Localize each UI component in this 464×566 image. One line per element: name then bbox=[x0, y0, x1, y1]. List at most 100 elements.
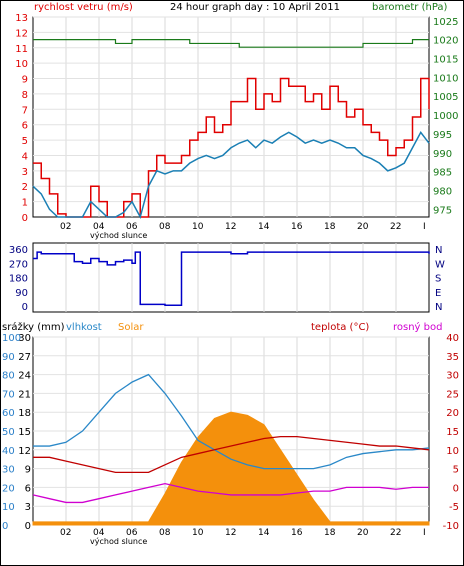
pressure-tick-label: 1005 bbox=[433, 92, 458, 103]
wind-tick-label: 7 bbox=[22, 105, 28, 116]
time-tick-label: 06 bbox=[126, 222, 138, 232]
dew-point-line bbox=[32, 482, 429, 504]
humidity-tick-label: 0 bbox=[2, 521, 8, 532]
time-tick-label: 14 bbox=[258, 528, 270, 538]
time-tick-label: 18 bbox=[324, 528, 336, 538]
humidity-line bbox=[33, 373, 430, 470]
time-tick-label: 14 bbox=[258, 222, 270, 232]
time-tick-label: 22 bbox=[390, 222, 401, 232]
wind-average-line bbox=[32, 131, 430, 220]
wind-time-axis-ticks: 02 04 06 08 10 12 14 16 18 20 22 I bbox=[60, 222, 426, 232]
pressure-tick-label: 1010 bbox=[433, 73, 458, 84]
wind-tick-label: 6 bbox=[22, 121, 28, 132]
wind-direction-line bbox=[33, 251, 430, 306]
compass-label: N bbox=[435, 245, 442, 256]
temperature-label: teplota (°C) bbox=[311, 322, 369, 333]
direction-vertical-gridlines bbox=[65, 243, 397, 312]
time-tick-label: 10 bbox=[192, 528, 204, 538]
humidity-tick-label: 50 bbox=[2, 427, 15, 438]
time-tick-label: 18 bbox=[324, 222, 336, 232]
time-tick-label: I bbox=[423, 222, 426, 232]
direction-tick-label: 180 bbox=[9, 274, 28, 285]
temp-tick-label: 40 bbox=[446, 333, 459, 344]
temp-tick-label: 10 bbox=[446, 446, 459, 457]
rain-tick-label: 3 bbox=[25, 502, 31, 513]
temp-tick-label: 20 bbox=[446, 408, 459, 419]
time-tick-label: 10 bbox=[192, 222, 204, 232]
humidity-tick-label: 20 bbox=[2, 483, 15, 494]
temp-tick-label: 5 bbox=[453, 465, 459, 476]
time-tick-label: 02 bbox=[60, 222, 71, 232]
sunrise-label-bottom: východ slunce bbox=[90, 537, 147, 546]
rain-label: srážky (mm) bbox=[2, 321, 65, 333]
pressure-line bbox=[33, 39, 429, 48]
wind-tick-label: 1 bbox=[22, 198, 28, 209]
pressure-tick-label: 1025 bbox=[433, 17, 458, 28]
temp-time-axis-ticks: 02 04 06 08 10 12 14 16 18 20 22 I bbox=[60, 528, 426, 538]
time-tick-label: 12 bbox=[225, 222, 236, 232]
solar-area bbox=[32, 411, 430, 526]
humidity-axis-ticks: 0 10 20 30 40 50 60 70 80 90 100 bbox=[2, 333, 21, 532]
temp-tick-label: 35 bbox=[446, 352, 459, 363]
time-tick-label: 02 bbox=[60, 528, 71, 538]
wind-gust-line bbox=[33, 77, 430, 218]
graph-title: 24 hour graph day : 10 April 2011 bbox=[170, 2, 340, 13]
humidity-tick-label: 100 bbox=[2, 333, 21, 344]
rain-tick-label: 30 bbox=[18, 333, 31, 344]
temperature-line bbox=[33, 435, 430, 474]
direction-series bbox=[33, 251, 430, 306]
temp-series bbox=[32, 373, 430, 526]
compass-label: N bbox=[435, 302, 442, 313]
rain-tick-label: 27 bbox=[18, 352, 31, 363]
wind-tick-label: 0 bbox=[22, 213, 28, 224]
temp-tick-label: 25 bbox=[446, 389, 459, 400]
temp-tick-label: -5 bbox=[449, 502, 459, 513]
time-tick-label: 04 bbox=[93, 222, 105, 232]
direction-tick-label: 270 bbox=[9, 259, 28, 270]
wind-tick-label: 2 bbox=[22, 182, 28, 193]
wind-tick-label: 12 bbox=[15, 28, 28, 39]
pressure-axis-ticks: 975 980 985 990 995 1000 1005 1010 1015 1020 1025 bbox=[433, 17, 458, 217]
pressure-tick-label: 1020 bbox=[433, 36, 458, 47]
direction-axis-ticks: 0 90 180 270 360 bbox=[9, 245, 28, 313]
time-tick-label: I bbox=[423, 528, 426, 538]
sunrise-label-top: východ slunce bbox=[90, 231, 147, 240]
direction-tick-label: 90 bbox=[15, 288, 28, 299]
rain-axis-ticks: 0 3 6 9 12 15 18 21 24 27 30 bbox=[18, 333, 31, 532]
time-tick-label: 08 bbox=[159, 222, 171, 232]
humidity-tick-label: 30 bbox=[2, 465, 15, 476]
temp-tick-label: -10 bbox=[443, 521, 459, 532]
pressure-label: barometr (hPa) bbox=[372, 2, 448, 13]
humidity-tick-label: 10 bbox=[2, 502, 15, 513]
rain-tick-label: 15 bbox=[18, 427, 31, 438]
rain-tick-label: 0 bbox=[25, 521, 31, 532]
time-tick-label: 04 bbox=[93, 528, 105, 538]
humidity-label: vlhkost bbox=[66, 322, 102, 333]
wind-pressure-series bbox=[32, 39, 430, 220]
solar-label: Solar bbox=[118, 322, 144, 333]
temp-tick-label: 0 bbox=[453, 483, 459, 494]
time-tick-label: 16 bbox=[291, 222, 303, 232]
pressure-tick-label: 1015 bbox=[433, 55, 458, 66]
compass-label: S bbox=[435, 274, 441, 285]
wind-speed-label: rychlost vetru (m/s) bbox=[34, 2, 133, 13]
pressure-tick-label: 1000 bbox=[433, 111, 458, 122]
rain-tick-label: 6 bbox=[25, 483, 31, 494]
time-tick-label: 20 bbox=[357, 528, 369, 538]
pressure-tick-label: 995 bbox=[433, 130, 452, 141]
humidity-tick-label: 90 bbox=[2, 352, 15, 363]
rain-tick-label: 18 bbox=[18, 408, 31, 419]
humidity-tick-label: 80 bbox=[2, 371, 15, 382]
humidity-tick-label: 40 bbox=[2, 446, 15, 457]
direction-tick-label: 0 bbox=[22, 302, 28, 313]
time-tick-label: 08 bbox=[159, 528, 171, 538]
time-tick-label: 22 bbox=[390, 528, 401, 538]
wind-tick-label: 11 bbox=[15, 44, 28, 55]
temp-tick-label: 30 bbox=[446, 371, 459, 382]
rain-tick-label: 24 bbox=[18, 371, 31, 382]
pressure-tick-label: 985 bbox=[433, 168, 452, 179]
